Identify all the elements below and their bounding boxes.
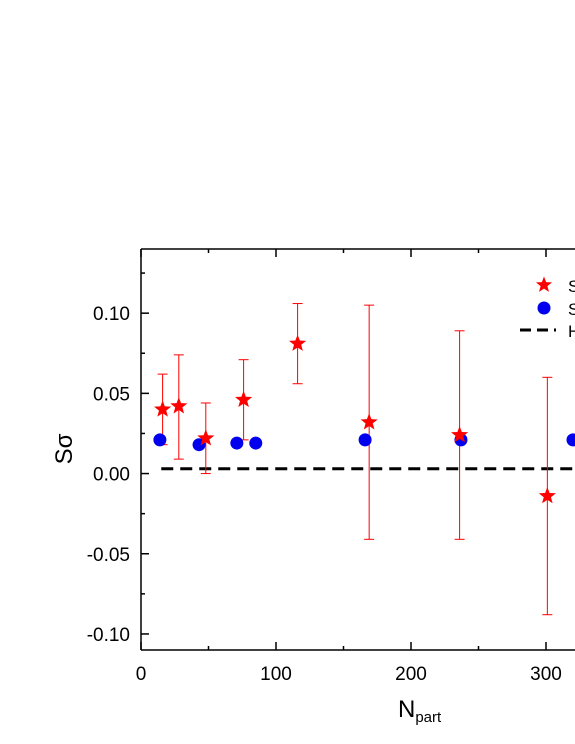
y-tick-label: -0.10 <box>87 625 130 646</box>
x-tick-label: 0 <box>136 664 147 685</box>
y-tick-label: 0.00 <box>93 465 130 486</box>
circle-point <box>153 433 167 447</box>
legend-label-star: S <box>568 277 575 296</box>
x-tick-label: 200 <box>395 664 427 685</box>
star-series <box>154 334 556 504</box>
star-point <box>197 429 215 446</box>
star-point <box>289 334 307 351</box>
y-tick-label: 0.05 <box>93 384 130 405</box>
legend-label-circle: S <box>568 300 575 319</box>
x-axis-title: Npart <box>398 696 442 726</box>
legend-circle-marker <box>537 301 551 315</box>
star-point <box>451 426 469 443</box>
y-axis-title: Sσ <box>51 433 78 464</box>
circle-point <box>230 436 244 450</box>
circle-series <box>153 433 575 452</box>
error-bars <box>157 303 553 616</box>
star-point <box>538 487 556 504</box>
star-point <box>235 390 253 408</box>
circle-point <box>566 433 575 447</box>
legend: SSH <box>520 276 575 341</box>
x-axis-title-main: N <box>398 696 415 723</box>
star-point <box>170 397 188 414</box>
tick-marks <box>140 249 547 650</box>
tick-labels: 0 100 200 300 -0.10 -0.05 0.00 0.05 0.10 <box>87 304 562 685</box>
x-axis-title-subscript: part <box>415 709 442 726</box>
circle-point <box>358 433 372 447</box>
star-point <box>154 400 172 417</box>
legend-label-line: H <box>568 322 575 341</box>
x-tick-label: 300 <box>530 664 562 685</box>
circle-point <box>249 436 263 450</box>
star-point <box>360 413 378 430</box>
x-tick-label: 100 <box>260 664 292 685</box>
legend-star-marker <box>535 276 553 292</box>
y-tick-label: 0.10 <box>93 304 130 325</box>
axes <box>140 248 575 651</box>
y-tick-label: -0.05 <box>87 545 130 566</box>
